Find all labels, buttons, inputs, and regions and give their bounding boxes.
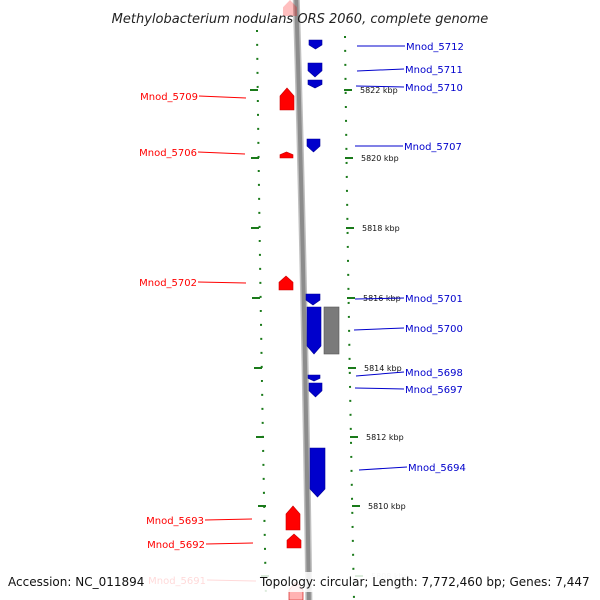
gene-label-leader bbox=[355, 85, 405, 88]
reverse-gene-arrow bbox=[307, 79, 323, 89]
reverse-gene-arrow bbox=[308, 39, 323, 50]
gene-label-leader bbox=[204, 518, 253, 521]
forward-gene-arrow bbox=[279, 151, 294, 159]
reverse-gene-arrow bbox=[307, 62, 323, 78]
outer-scale-ring bbox=[344, 35, 355, 600]
reverse-gene-arrow bbox=[306, 138, 321, 153]
scale-tick-label: 5820 kbp bbox=[361, 154, 399, 163]
gene-label: Mnod_5710 bbox=[405, 83, 463, 94]
reverse-gene-arrow bbox=[307, 374, 321, 382]
gene-label: Mnod_5692 bbox=[147, 540, 205, 551]
gene-label-leader bbox=[354, 387, 405, 390]
forward-gene-arrow bbox=[283, 0, 297, 16]
footer-background bbox=[0, 572, 600, 592]
gene-label: Mnod_5700 bbox=[405, 324, 463, 335]
gene-label: Mnod_5707 bbox=[404, 142, 462, 153]
gene-label: Mnod_5698 bbox=[405, 368, 463, 379]
gene-label: Mnod_5701 bbox=[405, 294, 463, 305]
backbone-arc bbox=[294, 0, 311, 600]
scale-tick-label: 5812 kbp bbox=[366, 433, 404, 442]
scale-tick-label: 5822 kbp bbox=[360, 86, 398, 95]
gene-label: Mnod_5697 bbox=[405, 385, 463, 396]
gene-label: Mnod_5706 bbox=[139, 148, 197, 159]
gene-labels: Mnod_5709 Mnod_5706 Mnod_5702 Mnod_5693 Mnod… bbox=[139, 42, 466, 587]
scale-tick-label: 5810 kbp bbox=[368, 502, 406, 511]
gene-label-leader bbox=[355, 371, 405, 377]
gene-label-leader bbox=[356, 68, 405, 72]
forward-gene-arrow bbox=[278, 275, 294, 291]
gene-label: Mnod_5702 bbox=[139, 278, 197, 289]
reverse-gene-arrow bbox=[306, 306, 322, 355]
reverse-gene-arrow bbox=[309, 447, 326, 498]
scale-tick-label: 5814 kbp bbox=[364, 364, 402, 373]
gene-label-leader bbox=[358, 466, 408, 471]
gene-label-leader bbox=[354, 297, 405, 300]
map-title: Methylobacterium nodulans ORS 2060, comp… bbox=[112, 12, 489, 27]
gene-label: Mnod_5693 bbox=[146, 516, 204, 527]
gene-label: Mnod_5711 bbox=[405, 65, 463, 76]
accession-text: Accession: NC_011894 bbox=[8, 575, 144, 589]
reverse-gene-arrow bbox=[308, 382, 323, 398]
forward-gene-arrow bbox=[286, 533, 302, 549]
gene-label: Mnod_5712 bbox=[406, 42, 464, 53]
gene-features bbox=[278, 0, 340, 600]
gene-label: Mnod_5694 bbox=[408, 463, 466, 474]
gene-label-leader bbox=[198, 95, 247, 99]
gene-label-leader bbox=[205, 542, 254, 545]
gene-label-leader bbox=[353, 327, 405, 331]
gene-label-leader bbox=[197, 281, 247, 284]
other-feature-block bbox=[323, 306, 340, 355]
forward-gene-arrow bbox=[285, 505, 301, 531]
scale-tick-label: 5818 kbp bbox=[362, 224, 400, 233]
topology-text: Topology: circular; Length: 7,772,460 bp… bbox=[259, 575, 590, 589]
gene-label: Mnod_5709 bbox=[140, 92, 198, 103]
inner-scale-ring bbox=[256, 29, 267, 600]
reverse-gene-arrow bbox=[305, 293, 321, 306]
backbone-layer bbox=[292, 0, 313, 600]
gene-label-leader bbox=[197, 151, 246, 155]
forward-gene-arrow bbox=[279, 87, 295, 111]
